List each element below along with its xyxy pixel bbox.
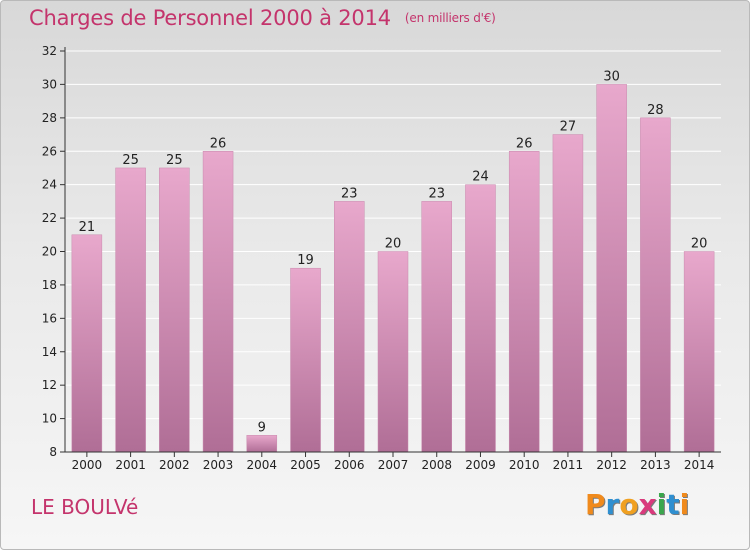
y-tick-label: 32: [42, 44, 57, 58]
bars: 21 25 25 26 9 19 23 20 23 24 26 27 30 28 20: [71, 69, 715, 453]
data-label: 20: [385, 237, 402, 252]
x-tick-label: 2000: [72, 458, 103, 472]
chart-subtitle: (en milliers d'€): [404, 11, 496, 25]
bar-2005[interactable]: [290, 267, 321, 453]
data-label: 9: [258, 420, 266, 435]
data-label: 23: [428, 186, 445, 201]
y-tick-label: 18: [42, 278, 57, 292]
data-label: 23: [341, 186, 358, 201]
logo-letter: P: [585, 488, 606, 521]
logo-letter: t: [666, 488, 680, 521]
data-label: 26: [210, 136, 227, 151]
x-tick-label: 2008: [421, 458, 452, 472]
x-tick-label: 2014: [684, 458, 715, 472]
data-label: 28: [647, 103, 664, 118]
logo-letter: r: [605, 488, 620, 521]
y-tick-label: 20: [42, 245, 57, 259]
proxiti-logo[interactable]: Proxiti: [585, 488, 689, 521]
x-tick-label: 2001: [115, 458, 146, 472]
y-tick-label: 24: [42, 178, 57, 192]
y-tick-label: 28: [42, 111, 57, 125]
x-tick-label: 2004: [247, 458, 278, 472]
data-label: 20: [691, 237, 708, 252]
bar-2007[interactable]: [377, 251, 409, 453]
chart-title: Charges de Personnel 2000 à 2014: [29, 6, 391, 30]
bar-2001[interactable]: [115, 167, 146, 453]
x-tick-label: 2011: [553, 458, 584, 472]
data-label: 24: [472, 170, 489, 185]
logo-letter: o: [619, 488, 639, 521]
x-tick-label: 2002: [159, 458, 190, 472]
x-tick-label: 2013: [640, 458, 671, 472]
data-label: 30: [603, 69, 620, 84]
bar-2013[interactable]: [640, 117, 671, 453]
y-tick-label: 14: [42, 345, 57, 359]
bar-2003[interactable]: [202, 151, 234, 453]
x-tick-label: 2010: [509, 458, 540, 472]
bar-2006[interactable]: [334, 201, 365, 453]
x-tick-label: 2012: [596, 458, 627, 472]
x-tick-label: 2003: [203, 458, 234, 472]
x-tick-label: 2007: [378, 458, 409, 472]
data-label: 26: [516, 136, 533, 151]
bar-2000[interactable]: [71, 234, 103, 453]
bar-2004[interactable]: [246, 435, 278, 453]
y-tick-label: 30: [42, 77, 57, 91]
x-tick-label: 2009: [465, 458, 496, 472]
y-tick-label: 8: [49, 445, 57, 459]
logo-letter: i: [656, 488, 667, 521]
commune-name: LE BOULVé: [31, 495, 139, 519]
data-label: 19: [297, 253, 314, 268]
bar-2010[interactable]: [508, 151, 540, 453]
axes: 8 10 12 14 16 18 20 22 24 26 28 30 32 2000 2001 2002 200…: [42, 44, 721, 472]
logo-letter: i: [679, 488, 690, 521]
bar-2002[interactable]: [159, 167, 190, 453]
y-tick-label: 10: [42, 412, 57, 426]
y-tick-label: 12: [42, 378, 57, 392]
y-tick-label: 26: [42, 144, 57, 158]
y-tick-label: 22: [42, 211, 57, 225]
data-label: 21: [79, 220, 96, 235]
data-label: 27: [560, 120, 577, 135]
bar-2009[interactable]: [465, 184, 496, 453]
bar-2012[interactable]: [596, 84, 627, 453]
data-label: 25: [122, 153, 139, 168]
data-label: 25: [166, 153, 183, 168]
x-tick-label: 2005: [290, 458, 321, 472]
bar-2011[interactable]: [552, 134, 584, 453]
y-tick-label: 16: [42, 311, 57, 325]
logo-letter: x: [638, 488, 657, 521]
chart-title-block: Charges de Personnel 2000 à 2014 (en mill…: [29, 6, 496, 30]
x-tick-label: 2006: [334, 458, 365, 472]
bar-2008[interactable]: [421, 201, 452, 453]
bar-2014[interactable]: [683, 251, 715, 453]
